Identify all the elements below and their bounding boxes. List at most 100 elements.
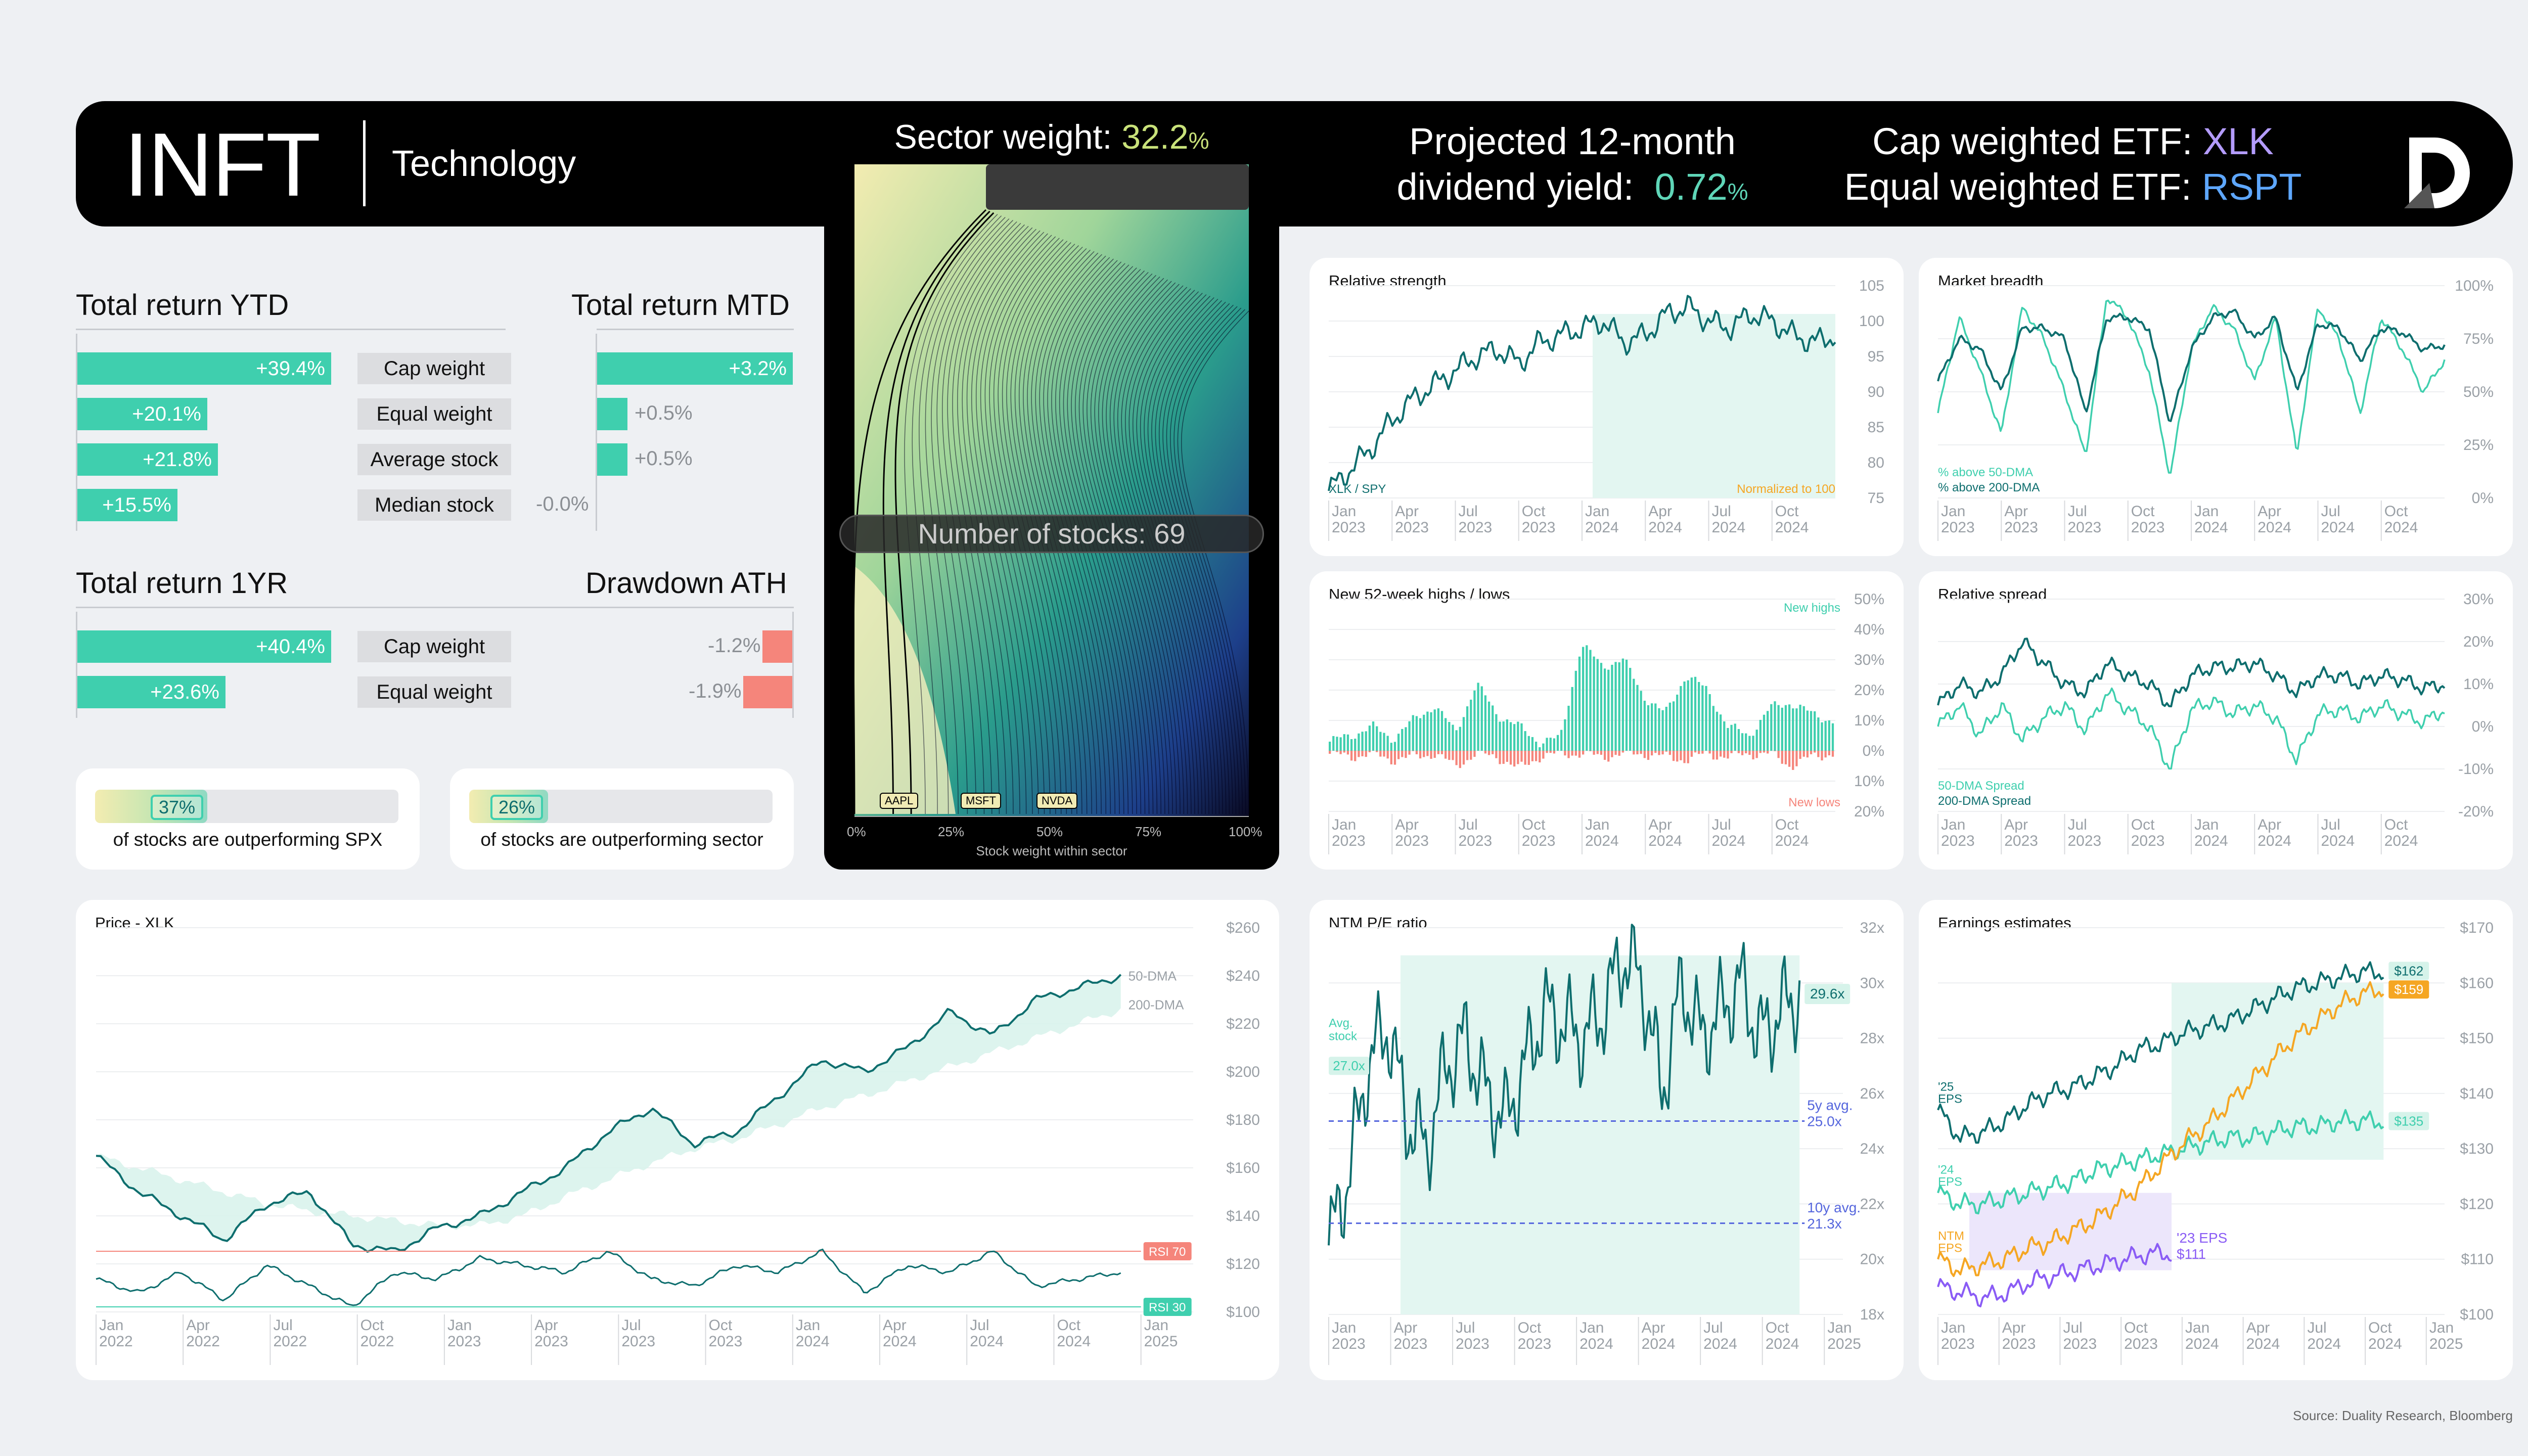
- y-tick-4: 10%: [1854, 712, 1884, 729]
- highs-bar-27: [1426, 711, 1429, 751]
- sankey-line-13: [962, 229, 1036, 814]
- x-tick-month-6: Jul: [1703, 1320, 1723, 1336]
- y-tick-2: 10%: [2463, 676, 2494, 693]
- highs-bar-66: [1567, 706, 1570, 751]
- y-tick-3: 0%: [2472, 718, 2494, 735]
- highs-bar-92: [1661, 710, 1664, 751]
- lows-bar-80: [1618, 751, 1620, 756]
- y-tick-4: 85: [1868, 419, 1884, 436]
- lows-bar-60: [1546, 751, 1548, 753]
- highs-bar-51: [1513, 724, 1516, 751]
- highs-bar-97: [1680, 686, 1682, 751]
- x-tick-year-6: 2024: [2321, 519, 2355, 536]
- highs-bar-22: [1408, 721, 1411, 751]
- lows-bar-11: [1368, 751, 1371, 752]
- price-dma-band: [96, 974, 1121, 1252]
- mtd-bar-equal: [597, 398, 627, 430]
- highs-bar-122: [1770, 704, 1773, 751]
- ytd-bar-cap: +39.4%: [77, 352, 331, 385]
- highs-bar-12: [1372, 721, 1375, 751]
- lows-bar-115: [1745, 751, 1747, 754]
- y-tick-0: $260: [1226, 920, 1260, 936]
- y-tick-1: 40%: [1854, 621, 1884, 638]
- y-tick-8: $100: [1226, 1304, 1260, 1321]
- lows-bar-61: [1549, 751, 1552, 753]
- etf-info: Cap weighted ETF: XLK Equal weighted ETF…: [1840, 119, 2306, 210]
- x-tick-year-2: 2022: [273, 1333, 307, 1350]
- x-tick-year-7: 2024: [2384, 519, 2418, 536]
- x-tick-year-7: 2024: [1766, 1336, 1799, 1352]
- lows-bar-38: [1466, 751, 1469, 760]
- y-tick-3: 25%: [2463, 437, 2494, 453]
- highs-bar-37: [1462, 717, 1465, 751]
- lows-bar-93: [1665, 751, 1667, 752]
- sankey-line-57: [1140, 294, 1213, 814]
- highs-bar-93: [1665, 707, 1667, 751]
- x-tick-month-1: Apr: [1395, 816, 1419, 833]
- x-tick-month-3: Oct: [1522, 503, 1546, 520]
- sankey-line-23: [1006, 244, 1075, 814]
- breadth-200dma-line: [1937, 308, 2446, 422]
- x-tick-year-7: 2024: [2384, 833, 2418, 849]
- chart-title: NTM P/E ratio: [1329, 914, 1427, 932]
- x-tick-year-6: 2024: [1703, 1336, 1737, 1352]
- sankey-line-21: [998, 241, 1068, 814]
- x-tick-month-0: Jan: [1941, 503, 1965, 520]
- x-tick-month-7: Oct: [1766, 1320, 1789, 1336]
- sankey-line-53: [1124, 288, 1199, 814]
- sankey-line-4: [912, 215, 1002, 814]
- x-tick-year-5: 2024: [2246, 1336, 2280, 1352]
- x-tick-year-6: 2023: [621, 1333, 655, 1350]
- lows-bar-85: [1636, 751, 1639, 755]
- lows-bar-91: [1658, 751, 1660, 755]
- lows-bar-92: [1661, 751, 1664, 755]
- highs-bar-65: [1564, 719, 1566, 751]
- lows-bar-57: [1534, 751, 1538, 761]
- highs-bar-117: [1752, 736, 1754, 751]
- highs-bar-43: [1484, 695, 1487, 751]
- x-tick-month-6: Jul: [1712, 503, 1731, 520]
- highs-bar-44: [1487, 701, 1491, 751]
- lows-bar-128: [1792, 751, 1794, 770]
- x-tick-year-0: 2023: [1332, 519, 1366, 536]
- highs-bar-123: [1774, 701, 1776, 751]
- x-tick-month-7: Oct: [2368, 1320, 2392, 1336]
- x-tick-year-6: 2024: [2321, 833, 2355, 849]
- x-tick-year-0: 2023: [1941, 519, 1975, 536]
- y-tick-3: 90: [1868, 384, 1884, 400]
- eps23-line: [1937, 1243, 2172, 1307]
- highs-bar-29: [1433, 709, 1436, 751]
- y-tick-1: 100: [1859, 313, 1884, 330]
- lows-bar-52: [1517, 751, 1519, 764]
- highs-bar-120: [1763, 714, 1766, 751]
- highs-bar-119: [1759, 719, 1762, 751]
- sankey-line-18: [984, 236, 1056, 814]
- x-tick-year-1: 2023: [1395, 833, 1429, 849]
- sankey-xlabel: Stock weight within sector: [976, 843, 1127, 858]
- sankey-line-7: [931, 220, 1014, 814]
- lows-bar-110: [1727, 751, 1729, 759]
- highs-bar-103: [1701, 685, 1704, 751]
- highs-bar-21: [1405, 727, 1407, 751]
- lows-bar-126: [1784, 751, 1787, 764]
- y-tick-6: $110: [2461, 1251, 2494, 1268]
- x-tick-year-8: 2025: [2429, 1336, 2463, 1352]
- x-tick-year-4: 2024: [2194, 833, 2228, 849]
- relative-spread-card: Relative spread 30% 20% 10% 0% -10% -20% Jan 202…: [1919, 571, 2513, 870]
- highs-bar-19: [1397, 734, 1400, 751]
- y-tick-3: 26x: [1860, 1085, 1884, 1102]
- stock-label-nvda: NVDA: [1036, 793, 1078, 809]
- ntm-label-a: NTM: [1938, 1229, 1964, 1243]
- x-tick-year-7: 2024: [1775, 519, 1809, 536]
- y-tick-7: $100: [2460, 1306, 2494, 1323]
- lows-bar-108: [1719, 751, 1722, 757]
- highs-bar-124: [1777, 705, 1780, 751]
- eq-etf: RSPT: [2202, 166, 2302, 208]
- x-tick-month-2: Jul: [2068, 503, 2087, 520]
- mtd-title: Total return MTD: [571, 289, 790, 322]
- sankey-line-34: [1051, 260, 1124, 814]
- x-tick-year-4: 2023: [447, 1333, 481, 1350]
- cap-etf-row: Cap weighted ETF: XLK: [1840, 119, 2306, 164]
- new-lows-label: New lows: [1788, 796, 1840, 809]
- sector-weight-value: 32.2: [1121, 118, 1189, 156]
